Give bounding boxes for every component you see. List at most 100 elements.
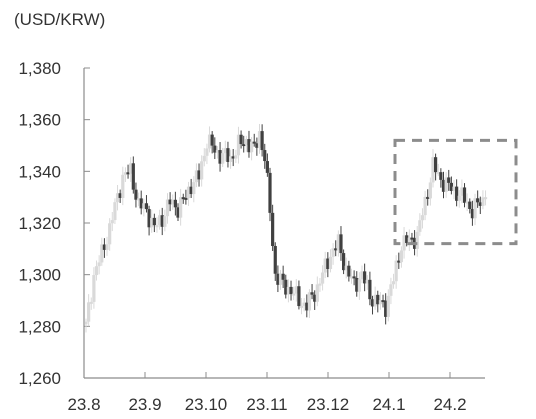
candle-body [426, 196, 430, 199]
candle-body [402, 235, 406, 251]
candle-body [129, 163, 133, 174]
candle-body [110, 220, 114, 224]
candle-body [202, 155, 206, 162]
y-tick-label: 1,380 [18, 59, 61, 78]
candle-body [428, 182, 432, 199]
candle-body [302, 302, 306, 306]
candle-body [223, 148, 227, 154]
candle-body [460, 187, 464, 196]
candle-body [483, 197, 488, 200]
candle-body [218, 150, 222, 164]
candle-body [121, 174, 125, 198]
candle-body [226, 148, 230, 162]
candle-body [268, 172, 272, 213]
candle-body [273, 245, 277, 274]
candle-body [357, 279, 361, 292]
highlight-box-group [393, 138, 518, 246]
candle-body [171, 199, 175, 205]
x-tick-label: 24.1 [372, 395, 405, 414]
y-tick-label: 1,280 [18, 317, 61, 336]
candle-body [165, 199, 170, 217]
candle-body [299, 305, 304, 308]
candle-body [118, 193, 122, 198]
candle-body [465, 201, 469, 204]
candle-body [363, 271, 367, 284]
candle-body [102, 244, 107, 250]
candle-body [342, 253, 346, 271]
candle-body [476, 198, 480, 203]
candle-body [158, 215, 162, 226]
candle-body [136, 198, 141, 201]
candle-body [352, 276, 356, 279]
candle-body [394, 260, 398, 282]
candle-body [391, 281, 396, 285]
candle-body [131, 163, 135, 190]
candle-body [455, 186, 459, 201]
candle-body [407, 237, 411, 244]
candle-body [323, 258, 327, 273]
candle-body [213, 145, 217, 153]
candle-body [336, 234, 340, 251]
x-tick-label: 23.12 [307, 395, 350, 414]
candle-body [384, 300, 388, 317]
candle-body [307, 292, 312, 311]
candle-body [205, 148, 209, 156]
candle-body [160, 215, 164, 227]
y-tick-label: 1,340 [18, 162, 61, 181]
candle-body [473, 198, 477, 219]
candle-body [89, 301, 93, 304]
candle-body [405, 235, 409, 244]
candle-body [318, 283, 322, 286]
candle-body [410, 237, 414, 240]
candle-body [439, 172, 443, 180]
candle-body [221, 153, 225, 164]
candle-body [100, 244, 104, 263]
y-tick-label: 1,320 [18, 214, 61, 233]
candle-body [457, 195, 461, 201]
candle-body [139, 198, 143, 209]
candle-body [186, 186, 191, 199]
candle-body [192, 182, 196, 195]
candle-body [378, 300, 383, 305]
candle-body [176, 207, 180, 218]
candle-body [281, 273, 285, 280]
candle-body [470, 208, 475, 219]
candle-body [423, 196, 427, 216]
candle-body [344, 265, 348, 271]
candle-body [115, 193, 120, 203]
candle-body [441, 179, 446, 192]
candle-body [142, 203, 146, 209]
candle-body [289, 286, 293, 295]
candle-body [152, 217, 156, 226]
y-tick-label: 1,260 [18, 369, 61, 388]
candle-body [339, 234, 343, 254]
candle-body [286, 286, 291, 295]
candle-body [265, 161, 269, 173]
candle-body [271, 212, 275, 246]
candle-body [449, 182, 453, 191]
y-tick-label: 1,360 [18, 111, 61, 130]
y-unit-label: (USD/KRW) [14, 10, 106, 29]
candle-body [310, 292, 314, 295]
candle-body [263, 150, 267, 162]
chart-axes: 1,260 1,280 1,300 1,320 1,340 1,360 1,380 23.8 2… [18, 59, 485, 414]
candle-body [360, 271, 364, 280]
candle-body [415, 231, 419, 249]
candle-body [420, 215, 425, 221]
candle-body [234, 155, 238, 159]
candle-body [478, 202, 482, 206]
candle-body [431, 157, 435, 183]
candle-body [92, 275, 96, 302]
candle-body [252, 141, 256, 144]
candle-body [194, 170, 199, 183]
candle-body [276, 273, 280, 285]
candle-body [373, 294, 377, 307]
candle-body [126, 172, 130, 175]
x-tick-label: 23.11 [246, 395, 287, 414]
candle-body [257, 131, 262, 148]
candle-body [236, 134, 241, 156]
candle-body [305, 302, 309, 311]
candle-body [334, 248, 338, 251]
candle-body [389, 284, 393, 296]
candle-body [347, 265, 351, 277]
